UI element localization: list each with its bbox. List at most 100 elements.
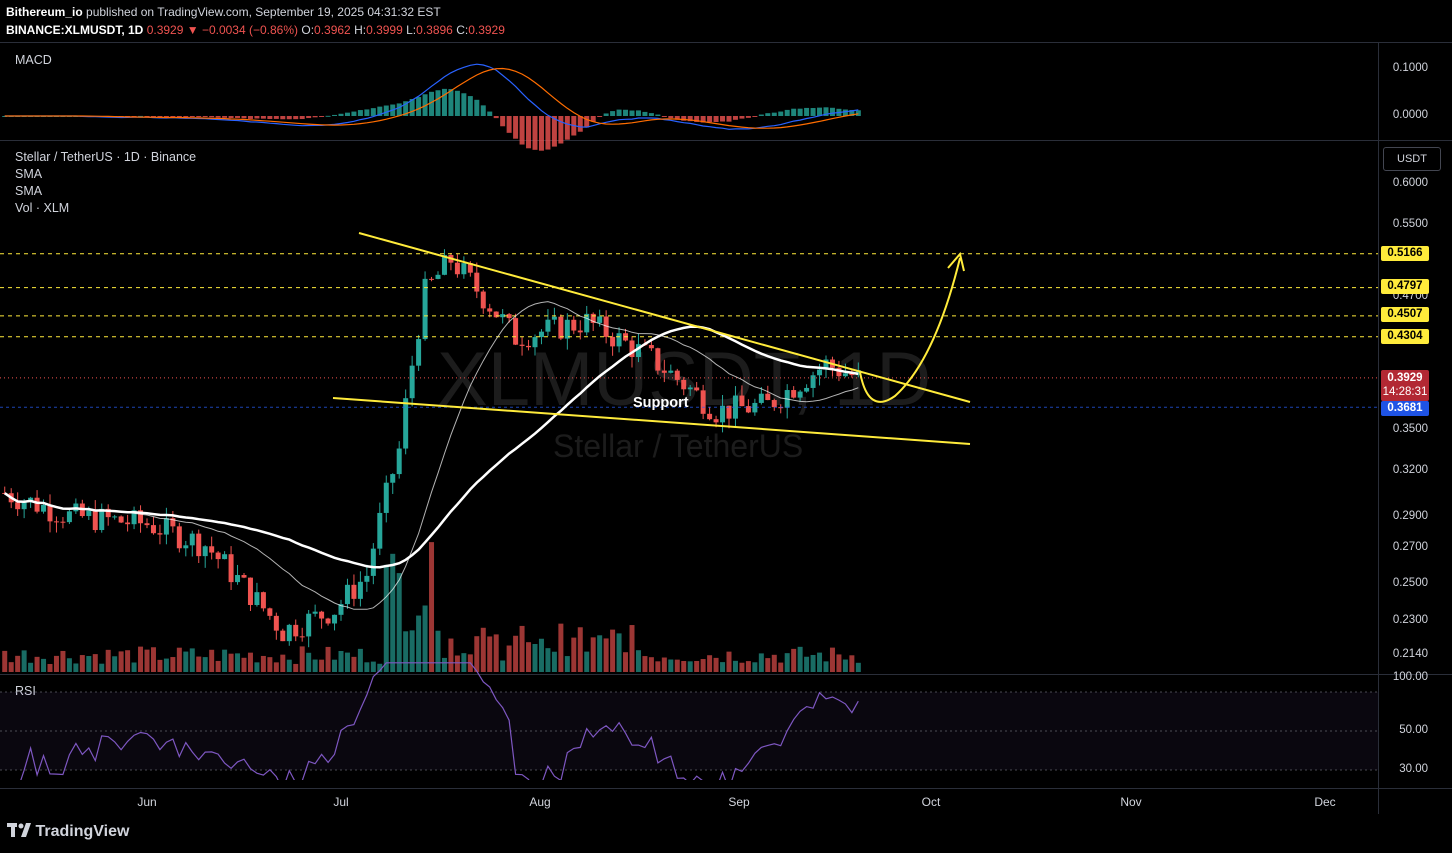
macd-histogram-bar (338, 113, 344, 116)
rsi-tick-2: 50.00 (1399, 724, 1428, 736)
macd-histogram-bar (849, 109, 855, 116)
volume-bar (370, 661, 376, 672)
volume-bar (707, 655, 713, 672)
macd-histogram-bar (842, 109, 848, 116)
volume-bar (829, 647, 835, 672)
candle-body (726, 405, 732, 419)
candle-body (319, 611, 325, 619)
candle-body (92, 510, 98, 531)
macd-histogram-bar (215, 116, 221, 118)
volume-bar (429, 542, 435, 672)
macd-histogram-bar (784, 109, 790, 116)
publish-info: Bithereum_io published on TradingView.co… (6, 5, 441, 19)
volume-bar (422, 605, 428, 672)
candle-body (21, 502, 27, 510)
volume-bar (771, 654, 777, 672)
volume-bar (454, 655, 460, 672)
macd-histogram-bar (616, 109, 622, 116)
volume-bar (519, 625, 525, 672)
volume-bar (655, 661, 661, 672)
support-trendline (332, 397, 971, 445)
volume-bar (163, 658, 169, 672)
volume-bar (273, 662, 279, 672)
volume-bar (409, 630, 415, 672)
volume-bar (66, 658, 72, 672)
macd-histogram-bar (273, 116, 279, 119)
level-badge-3: 0.4507 (1381, 307, 1429, 322)
volume-bar (403, 631, 409, 672)
volume-bar (202, 657, 208, 672)
macd-histogram-bar (176, 116, 182, 117)
candle-body (655, 348, 661, 371)
candle-body (817, 369, 823, 376)
macd-histogram-bar (642, 111, 648, 116)
volume-bar (791, 648, 797, 672)
volume-bar (694, 660, 700, 672)
candle-body (416, 339, 422, 366)
candle-body (532, 337, 538, 348)
candle-body (474, 272, 480, 292)
symbol-label: BINANCE:XLMUSDT, 1D (6, 23, 144, 37)
currency-unit-button[interactable]: USDT (1383, 147, 1441, 171)
volume-bar (41, 658, 47, 672)
macd-histogram-bar (189, 116, 195, 117)
rsi-separator (0, 674, 1452, 675)
open-label: O: (301, 23, 315, 37)
volume-bar (817, 652, 823, 672)
high-label: H: (354, 23, 367, 37)
candle-body (590, 313, 596, 323)
candle-body (732, 395, 738, 419)
volume-bar (299, 646, 305, 672)
brand-logo[interactable]: TradingView (7, 823, 129, 841)
volume-bar (635, 650, 641, 672)
brand-name: TradingView (35, 823, 130, 840)
candle-body (804, 387, 810, 392)
macd-histogram-bar (241, 116, 247, 119)
volume-bar (545, 648, 551, 672)
macd-histogram-bar (603, 113, 609, 116)
sma-short-line (4, 301, 859, 610)
candle-body (461, 263, 467, 275)
volume-bar (590, 637, 596, 672)
macd-histogram-bar (823, 107, 829, 116)
macd-tick-2: 0.0000 (1392, 109, 1428, 121)
candle-body (564, 319, 570, 339)
macd-histogram-bar (332, 114, 338, 116)
volume-bar (416, 615, 422, 672)
macd-histogram-bar (254, 116, 260, 119)
volume-bar (726, 651, 732, 672)
macd-histogram-bar (364, 109, 370, 116)
candle-body (357, 581, 363, 599)
macd-histogram-bar (577, 116, 583, 132)
volume-bar (332, 659, 338, 672)
macd-histogram-bar (409, 98, 415, 116)
price-chart[interactable] (0, 0, 1378, 780)
price-axis-separator (1378, 42, 1379, 814)
candle-body (47, 504, 53, 522)
macd-histogram-bar (681, 116, 687, 121)
volume-bar (687, 661, 693, 672)
macd-histogram-bar (183, 116, 189, 117)
volume-bar (150, 647, 156, 672)
volume-bar (293, 663, 299, 672)
volume-bar (500, 660, 506, 672)
macd-histogram-bar (829, 107, 835, 116)
macd-histogram-bar (590, 116, 596, 122)
macd-histogram-bar (351, 111, 357, 116)
price-tick-5: 0.3200 (1392, 464, 1428, 476)
price-tick-9: 0.2300 (1392, 614, 1428, 626)
volume-bar (396, 573, 402, 672)
volume-bar (286, 659, 292, 672)
volume-bar (60, 650, 66, 672)
candle-body (332, 614, 338, 624)
volume-bar (125, 650, 131, 672)
candle-body (176, 526, 182, 549)
rsi-pane (0, 662, 1378, 780)
volume-bar (732, 660, 738, 672)
macd-histogram-bar (319, 116, 325, 117)
volume-bar (745, 661, 751, 672)
candle-body (118, 516, 124, 523)
candle-body (138, 510, 144, 524)
volume-bar (810, 654, 816, 672)
time-label-oct: Oct (921, 795, 941, 809)
